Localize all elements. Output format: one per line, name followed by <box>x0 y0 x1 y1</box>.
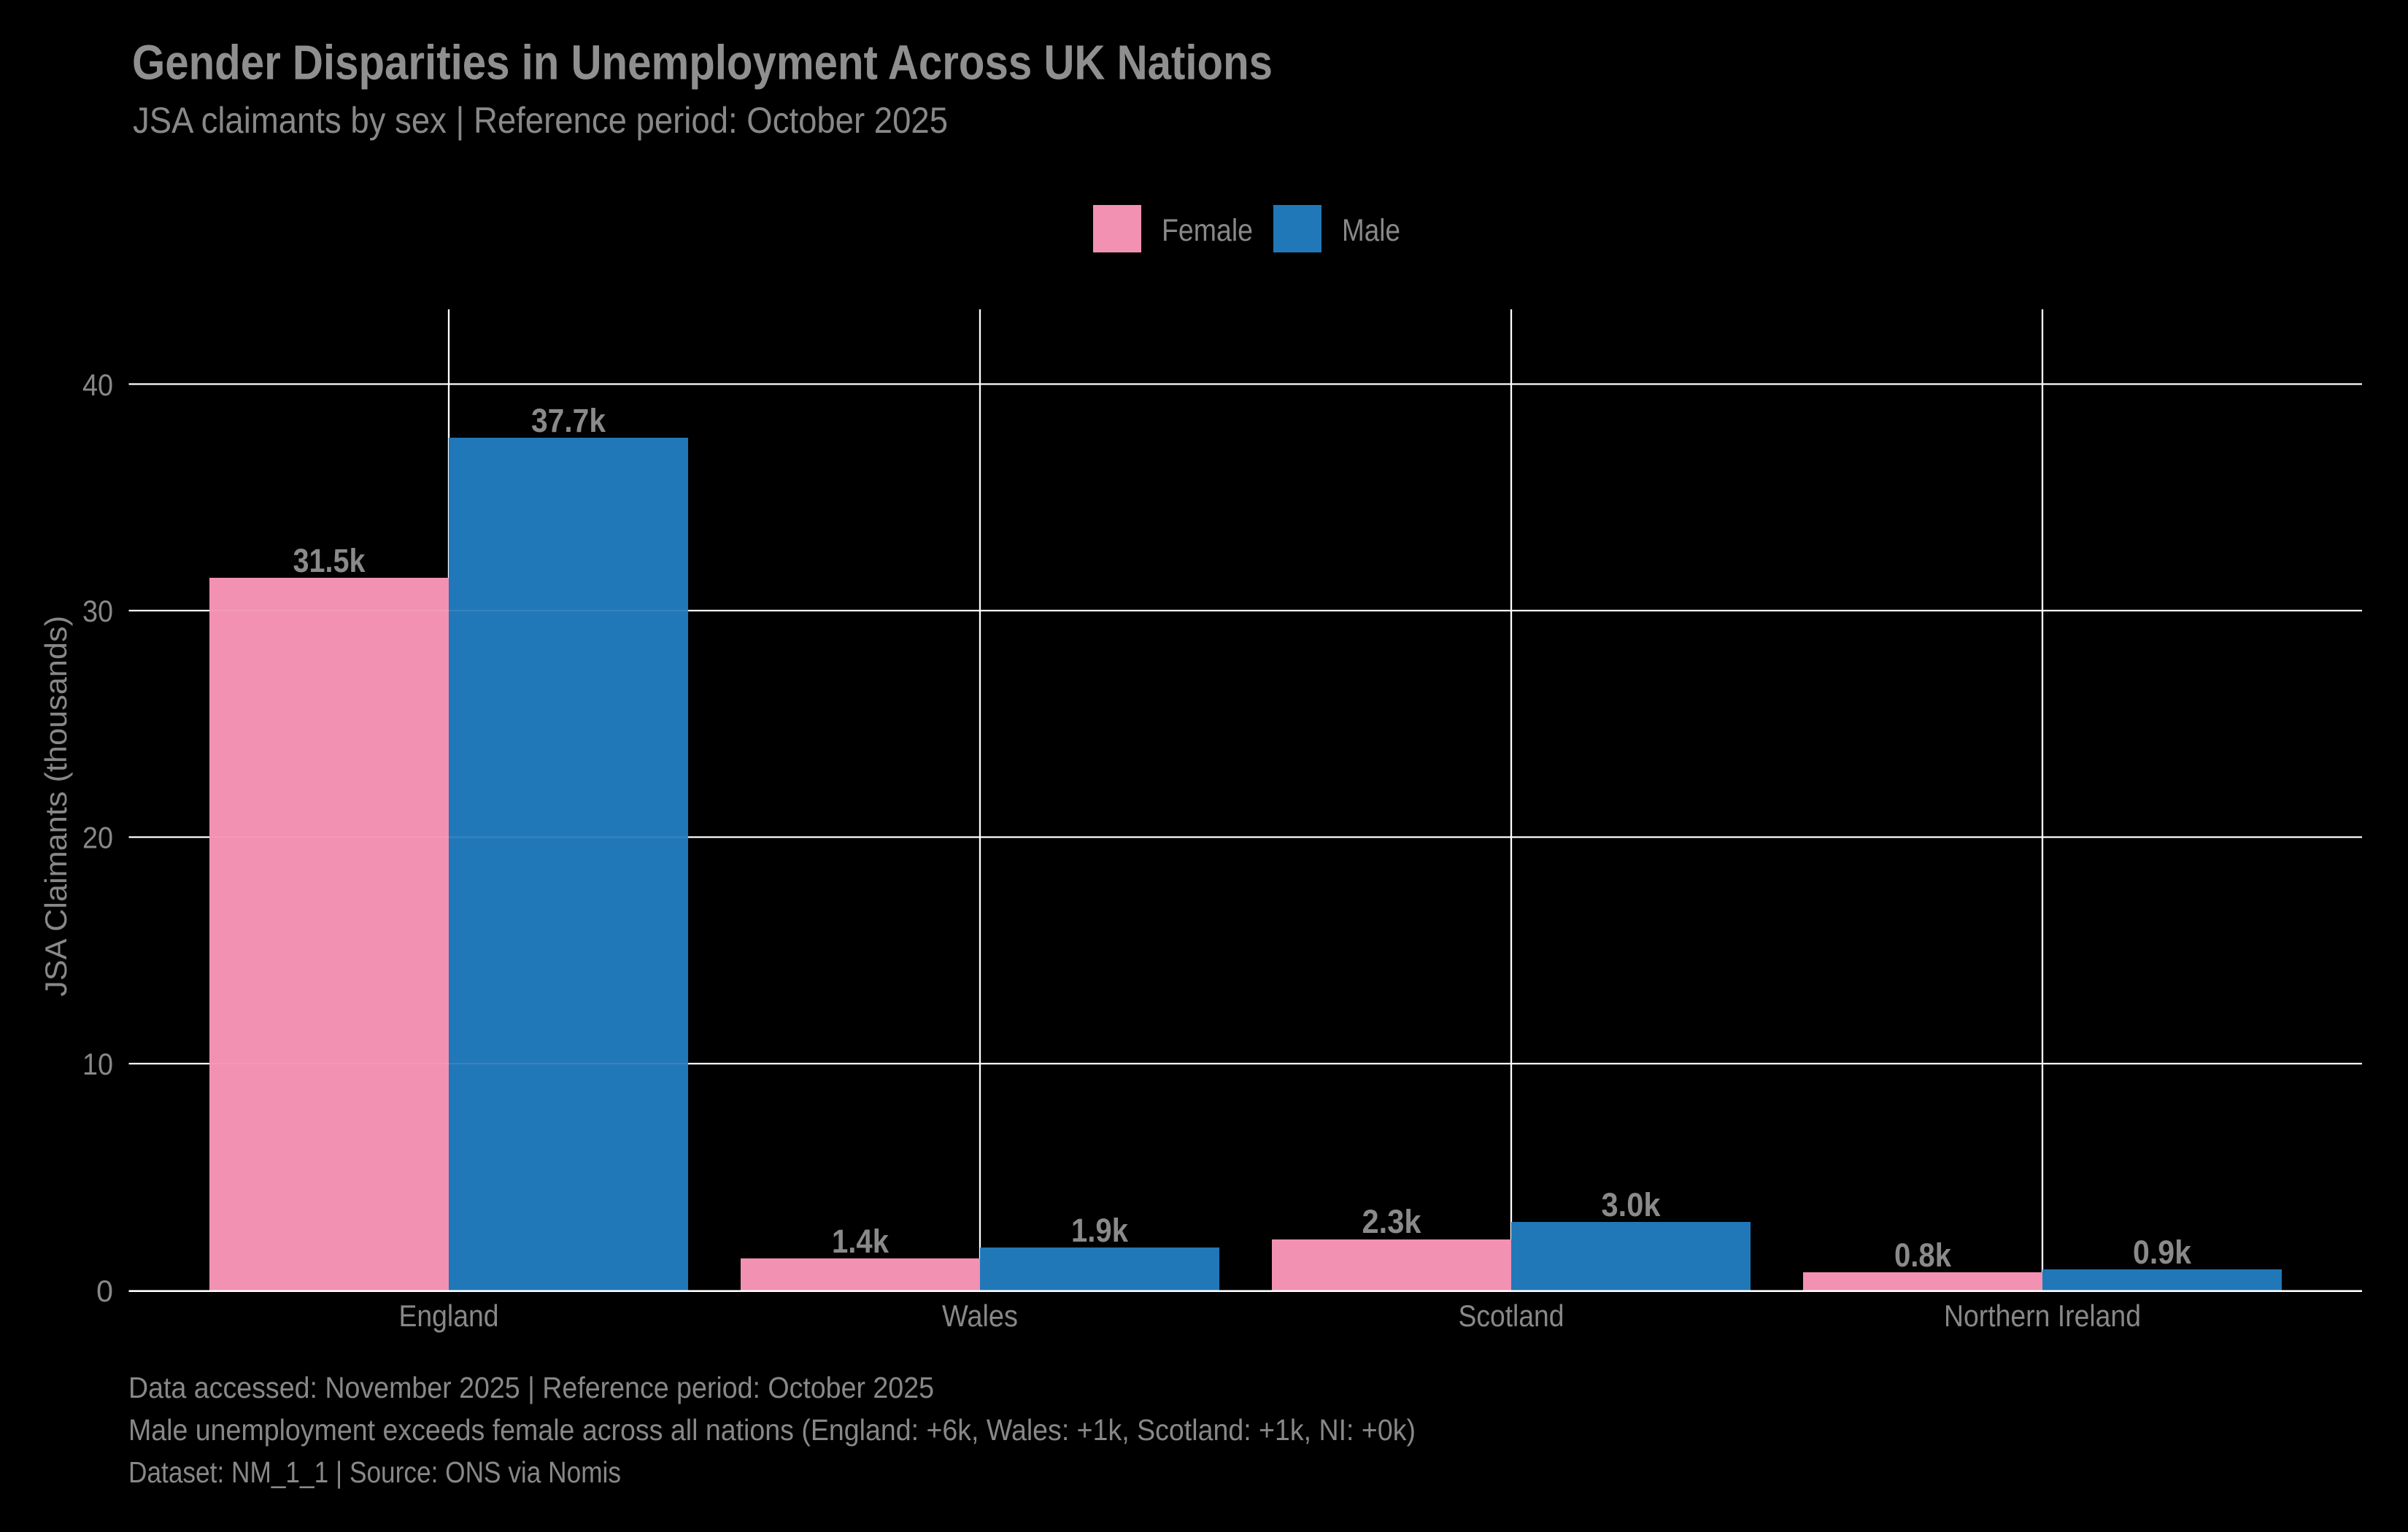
svg-text:Male unemployment exceeds fema: Male unemployment exceeds female across … <box>128 1413 1416 1447</box>
svg-text:Dataset: NM_1_1 | Source: ONS: Dataset: NM_1_1 | Source: ONS via Nomis <box>128 1455 621 1489</box>
svg-text:Female: Female <box>1162 214 1253 248</box>
svg-text:20: 20 <box>82 821 113 855</box>
svg-text:37.7k: 37.7k <box>531 402 606 439</box>
svg-text:JSA claimants by sex | Referen: JSA claimants by sex | Reference period:… <box>133 100 948 141</box>
svg-text:0: 0 <box>96 1274 113 1308</box>
svg-text:31.5k: 31.5k <box>293 542 366 579</box>
svg-text:40: 40 <box>82 368 113 402</box>
svg-text:10: 10 <box>82 1047 113 1081</box>
svg-text:JSA Claimants (thousands): JSA Claimants (thousands) <box>39 616 73 997</box>
svg-text:2.3k: 2.3k <box>1362 1203 1422 1240</box>
svg-text:3.0k: 3.0k <box>1602 1186 1662 1223</box>
svg-text:1.4k: 1.4k <box>832 1223 890 1260</box>
svg-text:Northern Ireland: Northern Ireland <box>1944 1299 2141 1333</box>
svg-text:Scotland: Scotland <box>1459 1299 1564 1333</box>
svg-text:Male: Male <box>1342 214 1400 248</box>
svg-text:0.8k: 0.8k <box>1894 1237 1952 1274</box>
svg-text:1.9k: 1.9k <box>1071 1212 1129 1249</box>
svg-text:30: 30 <box>82 594 113 628</box>
svg-text:Wales: Wales <box>942 1299 1018 1333</box>
svg-text:Gender Disparities in Unemploy: Gender Disparities in Unemployment Acros… <box>132 36 1273 90</box>
svg-text:0.9k: 0.9k <box>2133 1234 2192 1271</box>
svg-text:England: England <box>399 1299 499 1333</box>
svg-text:Data accessed: November 2025 |: Data accessed: November 2025 | Reference… <box>128 1371 934 1404</box>
